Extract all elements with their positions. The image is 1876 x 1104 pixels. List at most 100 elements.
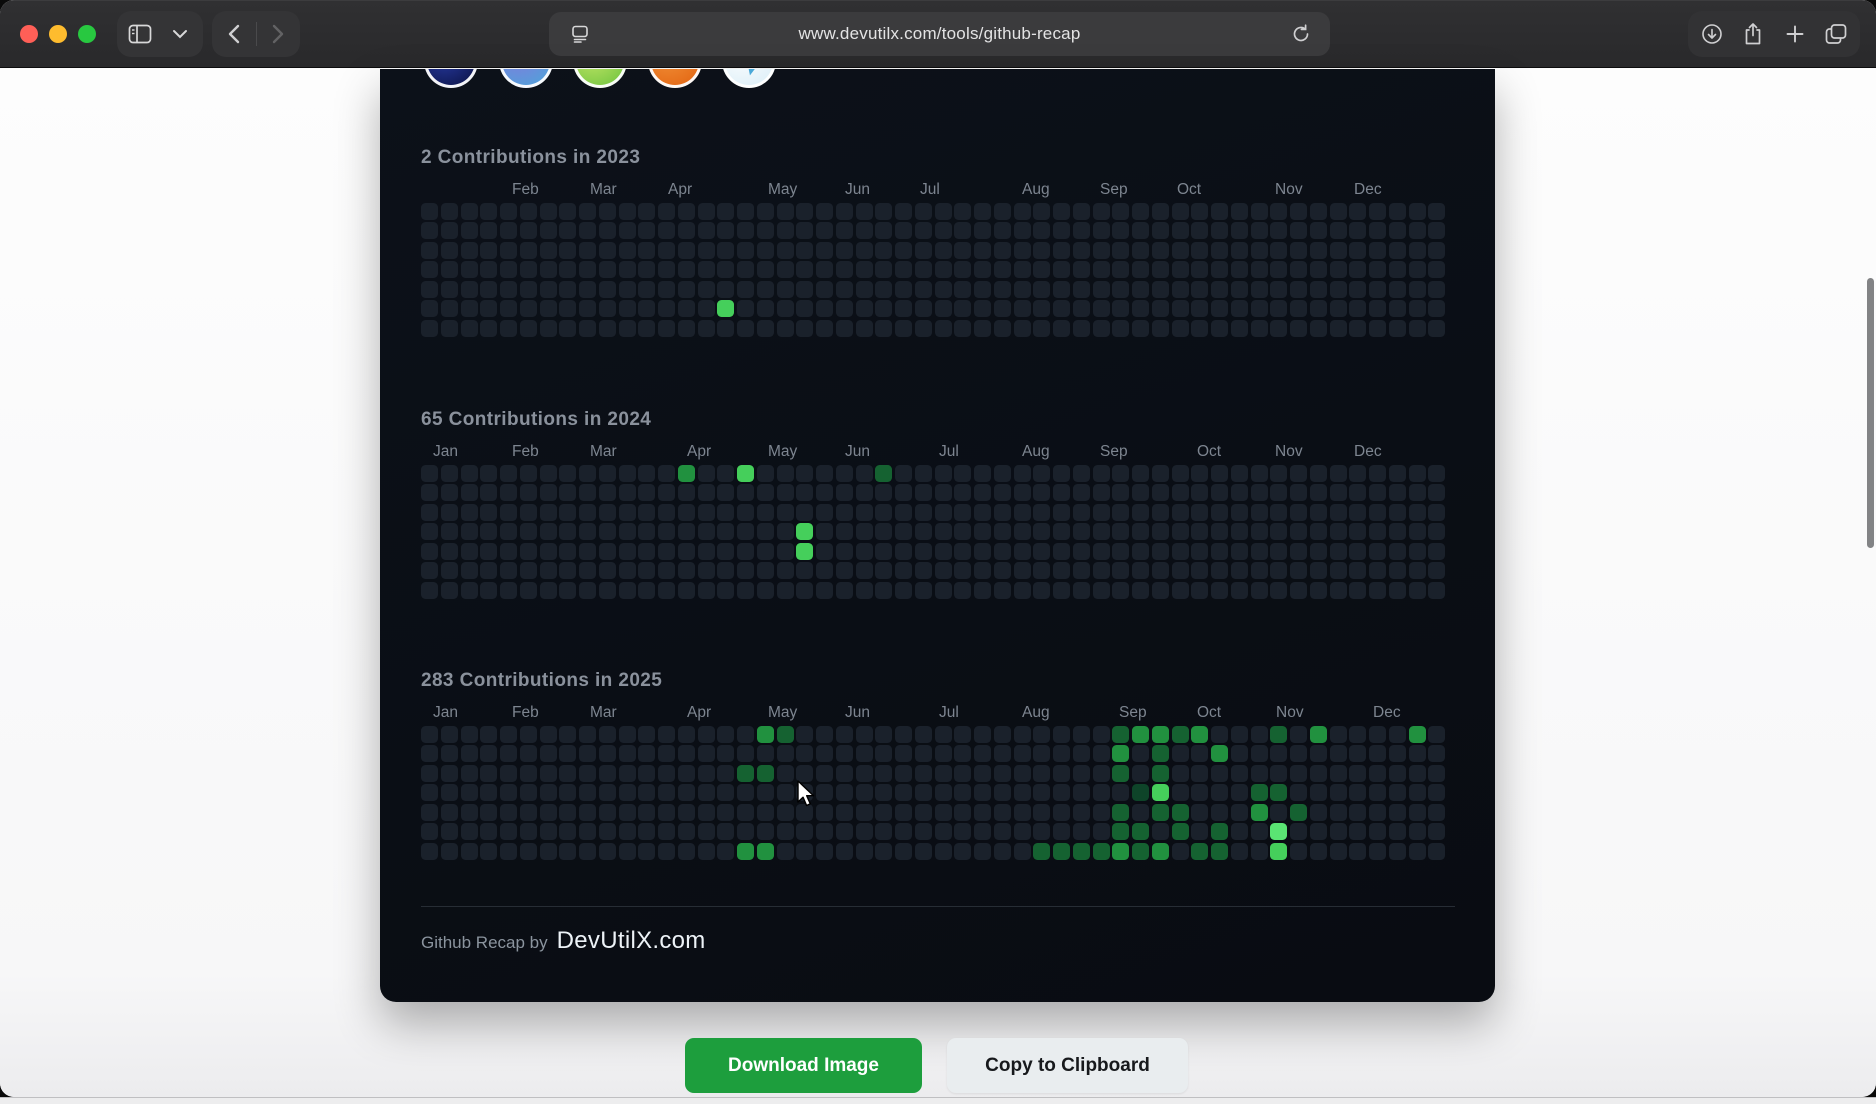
download-image-button[interactable]: Download Image <box>685 1038 922 1093</box>
contribution-cell <box>1309 241 1327 259</box>
contribution-cell <box>500 261 517 279</box>
contribution-cell <box>717 562 735 580</box>
contribution-cell <box>796 562 814 580</box>
contribution-cell <box>638 319 656 337</box>
contribution-cell <box>1072 280 1090 298</box>
contribution-cell <box>1151 300 1169 318</box>
contribution-cell <box>1349 203 1367 220</box>
contribution-cell <box>1329 784 1347 802</box>
contribution-cell <box>974 784 991 802</box>
contribution-cell <box>895 823 912 841</box>
contribution-cell <box>598 562 616 580</box>
sidebar-icon[interactable] <box>123 17 157 51</box>
address-bar[interactable]: www.devutilx.com/tools/github-recap <box>549 12 1330 56</box>
contribution-cell <box>1230 300 1248 318</box>
zoom-window-button[interactable] <box>78 25 96 43</box>
new-tab-icon[interactable] <box>1778 17 1812 51</box>
month-label-jul: Jul <box>939 704 959 721</box>
contribution-cell <box>1013 842 1031 860</box>
footer-brand-text: DevUtilX.com <box>556 927 706 954</box>
contribution-cell <box>1388 581 1406 599</box>
contribution-cell <box>875 803 893 821</box>
month-label-jul: Jul <box>939 443 959 460</box>
contribution-cell <box>1428 562 1446 580</box>
forward-icon[interactable] <box>261 17 295 51</box>
reload-icon[interactable] <box>1284 17 1318 51</box>
contribution-cell <box>993 823 1011 841</box>
scrollbar-thumb[interactable] <box>1867 278 1874 548</box>
contribution-cell <box>1211 319 1228 337</box>
back-icon[interactable] <box>217 17 251 51</box>
contribution-cell <box>1369 319 1386 337</box>
contribution-cell <box>855 542 873 560</box>
contribution-cell <box>598 203 616 220</box>
contribution-cell <box>1329 465 1347 482</box>
contribution-cell <box>1230 542 1248 560</box>
contribution-cell <box>1290 542 1307 560</box>
contribution-cell <box>421 503 438 521</box>
contribution-cell <box>677 300 695 318</box>
contribution-cell <box>1132 745 1149 763</box>
contribution-cell <box>737 241 754 259</box>
contribution-cell <box>954 503 972 521</box>
contribution-cell <box>934 726 952 743</box>
contribution-cell <box>954 300 972 318</box>
contribution-cell <box>598 803 616 821</box>
contribution-cell <box>1309 562 1327 580</box>
downloads-icon[interactable] <box>1695 17 1729 51</box>
nav-divider <box>255 22 257 46</box>
contribution-cell <box>440 300 458 318</box>
chevron-down-icon[interactable] <box>163 17 197 51</box>
contribution-cell <box>500 503 517 521</box>
contribution-cell <box>1053 465 1070 482</box>
contribution-cell <box>1230 726 1248 743</box>
contribution-cell <box>1211 280 1228 298</box>
contribution-cell <box>1250 300 1268 318</box>
contribution-cell <box>618 764 636 782</box>
contribution-cell <box>500 823 517 841</box>
contribution-cell <box>816 726 833 743</box>
contribution-cell <box>993 465 1011 482</box>
contribution-cell <box>1013 203 1031 220</box>
contribution-cell <box>618 523 636 541</box>
reader-icon[interactable] <box>563 17 597 51</box>
contribution-cell <box>1132 581 1149 599</box>
tab-overview-icon[interactable] <box>1819 17 1853 51</box>
window-bottom-edge <box>0 1097 1876 1104</box>
contribution-cell <box>1329 300 1347 318</box>
url-text[interactable]: www.devutilx.com/tools/github-recap <box>798 24 1081 43</box>
contribution-cell <box>1369 241 1386 259</box>
contribution-cell <box>717 764 735 782</box>
contribution-cell <box>1428 465 1446 482</box>
contribution-cell <box>1151 523 1169 541</box>
close-window-button[interactable] <box>20 25 38 43</box>
contribution-cell <box>1092 222 1110 240</box>
contribution-cell <box>816 222 833 240</box>
contribution-cell <box>914 261 932 279</box>
contribution-cell <box>717 803 735 821</box>
minimize-window-button[interactable] <box>49 25 67 43</box>
contribution-cell <box>717 542 735 560</box>
contribution-cell <box>579 842 596 860</box>
contribution-cell <box>638 280 656 298</box>
contribution-cell <box>895 581 912 599</box>
contribution-cell <box>1230 803 1248 821</box>
month-label-feb: Feb <box>512 443 539 460</box>
contribution-cell <box>974 823 991 841</box>
contribution-cell <box>1092 203 1110 220</box>
contribution-cell <box>1290 726 1307 743</box>
contribution-cell <box>1191 319 1209 337</box>
contribution-cell <box>875 842 893 860</box>
contribution-cell <box>776 784 794 802</box>
contribution-cell <box>816 203 833 220</box>
contribution-cell <box>934 542 952 560</box>
contribution-cell <box>1349 764 1367 782</box>
contribution-cell <box>1151 823 1169 841</box>
contribution-cell <box>559 764 577 782</box>
contribution-cell <box>974 319 991 337</box>
copy-to-clipboard-button[interactable]: Copy to Clipboard <box>947 1038 1188 1093</box>
contribution-cell <box>796 726 814 743</box>
share-icon[interactable] <box>1736 17 1770 51</box>
contribution-cell <box>1053 261 1070 279</box>
contribution-grid-2025 <box>421 726 1446 860</box>
